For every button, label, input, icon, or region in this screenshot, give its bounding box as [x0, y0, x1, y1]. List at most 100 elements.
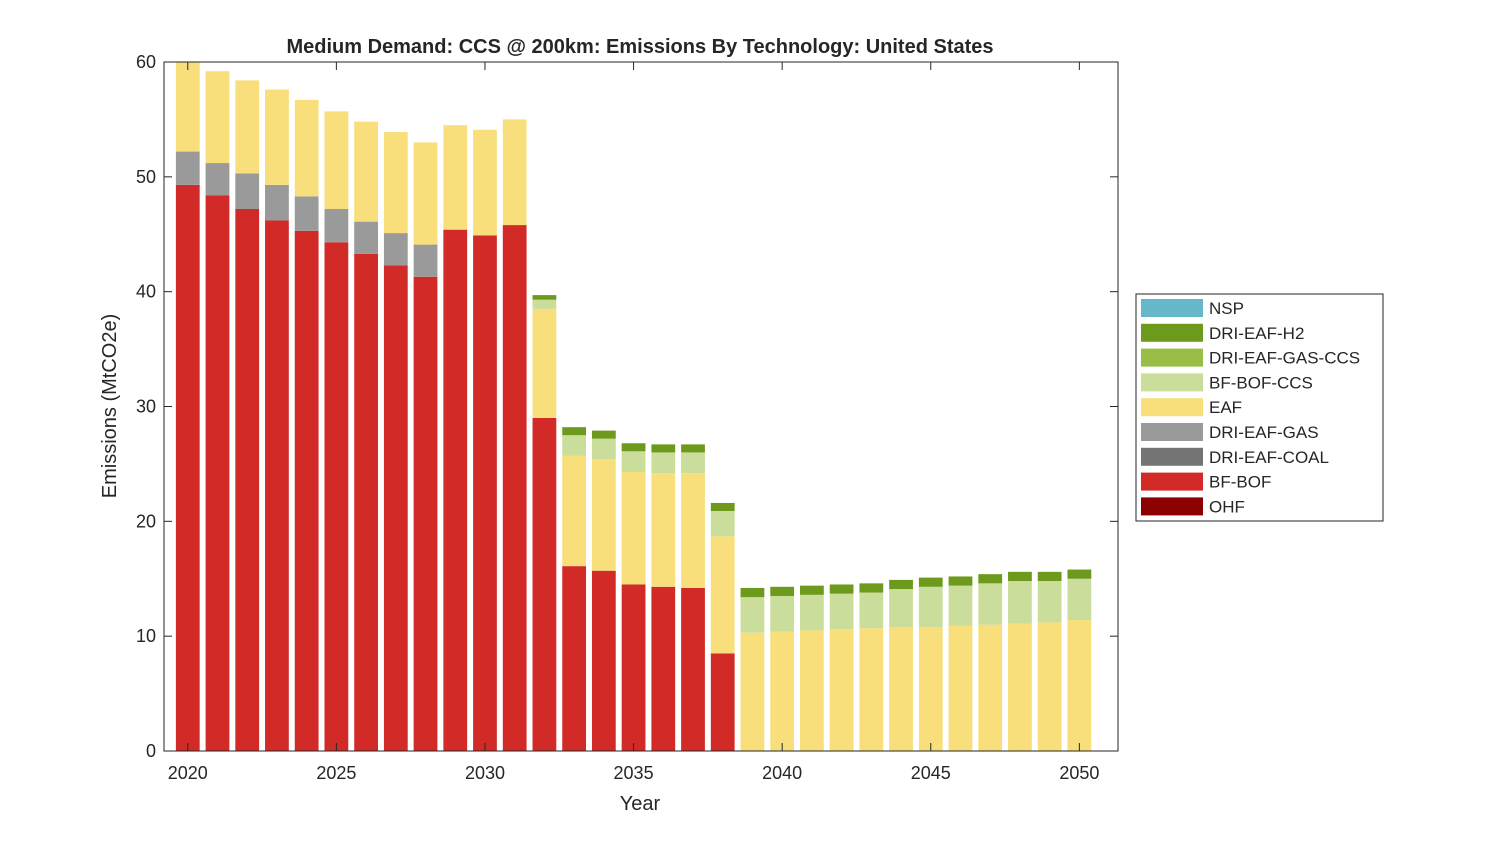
bar-segment-bf-bof-ccs-2041 — [800, 594, 824, 631]
bar-segment-dri-eaf-h2-2032 — [532, 295, 557, 300]
bar-segment-dri-eaf-gas-2028 — [413, 244, 438, 277]
bar-segment-dri-eaf-h2-2047 — [978, 574, 1003, 584]
bar-segment-bf-bof-2030 — [473, 235, 497, 751]
legend-label-bf-bof-ccs: BF-BOF-CCS — [1209, 373, 1313, 392]
bar-segment-bf-bof-2034 — [591, 570, 616, 751]
y-tick-label: 30 — [136, 397, 156, 417]
legend-label-nsp: NSP — [1209, 299, 1244, 318]
bar-segment-bf-bof-ccs-2034 — [591, 438, 616, 460]
x-tick-label: 2045 — [911, 763, 951, 783]
bar-segment-eaf-2029 — [443, 125, 468, 230]
chart-title: Medium Demand: CCS @ 200km: Emissions By… — [286, 36, 993, 58]
bar-segment-dri-eaf-h2-2050 — [1067, 569, 1092, 579]
legend-swatch-dri-eaf-gas-ccs — [1141, 348, 1203, 367]
bar-segment-eaf-2050 — [1067, 620, 1092, 751]
legend-swatch-dri-eaf-h2 — [1141, 323, 1203, 342]
legend-swatch-nsp — [1141, 299, 1203, 317]
bar-segment-eaf-2045 — [918, 626, 943, 751]
bar-segment-bf-bof-2037 — [681, 587, 705, 751]
x-tick-label: 2035 — [614, 763, 654, 783]
bar-segment-eaf-2020 — [175, 62, 200, 152]
y-tick-label: 20 — [136, 511, 156, 531]
bar-segment-dri-eaf-h2-2036 — [651, 444, 676, 453]
legend-label-dri-eaf-coal: DRI-EAF-COAL — [1209, 448, 1329, 467]
bar-segment-bf-bof-ccs-2045 — [918, 586, 943, 627]
bar-segment-eaf-2039 — [740, 632, 765, 751]
legend-swatch-ohf — [1141, 497, 1203, 516]
x-tick-label: 2025 — [316, 763, 356, 783]
bar-segment-dri-eaf-h2-2038 — [710, 502, 735, 511]
bar-segment-eaf-2032 — [532, 308, 557, 418]
bar-segment-bf-bof-ccs-2042 — [829, 593, 854, 630]
legend-swatch-bf-bof-ccs — [1141, 373, 1203, 392]
bar-segment-eaf-2049 — [1037, 622, 1062, 751]
legend-label-dri-eaf-gas: DRI-EAF-GAS — [1209, 423, 1319, 442]
bar-segment-eaf-2030 — [473, 129, 497, 236]
y-tick-label: 10 — [136, 626, 156, 646]
y-tick-label: 50 — [136, 167, 156, 187]
bar-segment-bf-bof-2032 — [532, 417, 557, 751]
legend: NSP DRI-EAF-H2 DRI-EAF-GAS-CCS BF-BOF-CCS EA… — [1135, 293, 1384, 522]
bar-segment-dri-eaf-h2-2048 — [1008, 571, 1032, 582]
bar-segment-bf-bof-ccs-2046 — [948, 585, 973, 626]
bar-segment-eaf-2038 — [710, 536, 735, 654]
legend-swatch-bf-bof — [1141, 472, 1203, 491]
bar-segment-eaf-2046 — [948, 625, 973, 751]
bar-segment-bf-bof-ccs-2043 — [859, 592, 884, 629]
bars-layer — [175, 62, 1092, 752]
bar-segment-bf-bof-2024 — [294, 230, 319, 752]
bar-segment-dri-eaf-h2-2044 — [889, 579, 913, 590]
legend-label-ohf: OHF — [1209, 497, 1245, 516]
bar-segment-dri-eaf-gas-2020 — [175, 151, 200, 185]
bar-segment-bf-bof-ccs-2035 — [621, 451, 646, 472]
bar-segment-eaf-2027 — [383, 132, 408, 234]
legend-swatch-dri-eaf-coal — [1141, 447, 1203, 466]
bar-segment-eaf-2028 — [413, 142, 438, 245]
bar-segment-eaf-2041 — [800, 630, 824, 751]
bar-segment-bf-bof-ccs-2037 — [681, 452, 705, 474]
bar-segment-eaf-2042 — [829, 629, 854, 751]
x-axis-label: Year — [620, 793, 661, 815]
bar-segment-bf-bof-ccs-2047 — [978, 583, 1003, 625]
x-tick-label: 2040 — [762, 763, 802, 783]
y-tick-label: 0 — [146, 741, 156, 761]
bar-segment-bf-bof-ccs-2048 — [1008, 581, 1032, 624]
bar-segment-bf-bof-2033 — [562, 566, 587, 751]
bar-segment-bf-bof-2036 — [651, 586, 676, 751]
bar-segment-bf-bof-ccs-2036 — [651, 452, 676, 474]
bar-segment-bf-bof-2028 — [413, 276, 438, 751]
bar-segment-eaf-2033 — [562, 455, 587, 567]
bar-segment-dri-eaf-gas-2027 — [383, 233, 408, 266]
bar-segment-eaf-2040 — [770, 631, 795, 751]
bar-segment-eaf-2044 — [889, 626, 913, 751]
bar-segment-dri-eaf-h2-2045 — [918, 577, 943, 587]
bar-segment-bf-bof-2020 — [175, 184, 200, 751]
y-tick-label: 60 — [136, 52, 156, 72]
bar-segment-dri-eaf-h2-2049 — [1037, 571, 1062, 582]
bar-segment-bf-bof-2021 — [205, 195, 230, 751]
bar-segment-dri-eaf-h2-2046 — [948, 576, 973, 586]
bar-segment-dri-eaf-h2-2043 — [859, 583, 884, 593]
bar-segment-dri-eaf-gas-2022 — [235, 173, 260, 209]
bar-segment-bf-bof-2029 — [443, 229, 468, 751]
bar-segment-eaf-2036 — [651, 473, 676, 587]
bar-segment-bf-bof-2023 — [265, 220, 289, 752]
x-tick-label: 2030 — [465, 763, 505, 783]
bar-segment-dri-eaf-h2-2033 — [562, 427, 587, 436]
bar-segment-eaf-2047 — [978, 624, 1003, 751]
bar-segment-bf-bof-ccs-2044 — [889, 589, 913, 627]
bar-segment-bf-bof-2026 — [354, 253, 378, 751]
bar-segment-eaf-2043 — [859, 628, 884, 751]
x-tick-label: 2050 — [1059, 763, 1099, 783]
bar-segment-bf-bof-2031 — [502, 225, 527, 751]
bar-segment-eaf-2037 — [681, 473, 705, 588]
bar-segment-eaf-2031 — [502, 119, 527, 226]
legend-swatch-dri-eaf-gas — [1141, 423, 1203, 441]
bar-segment-eaf-2034 — [591, 459, 616, 571]
bar-segment-bf-bof-2025 — [324, 242, 349, 752]
bar-segment-dri-eaf-h2-2037 — [681, 444, 705, 453]
bar-segment-bf-bof-ccs-2038 — [710, 511, 735, 537]
bar-segment-dri-eaf-gas-2021 — [205, 163, 230, 196]
